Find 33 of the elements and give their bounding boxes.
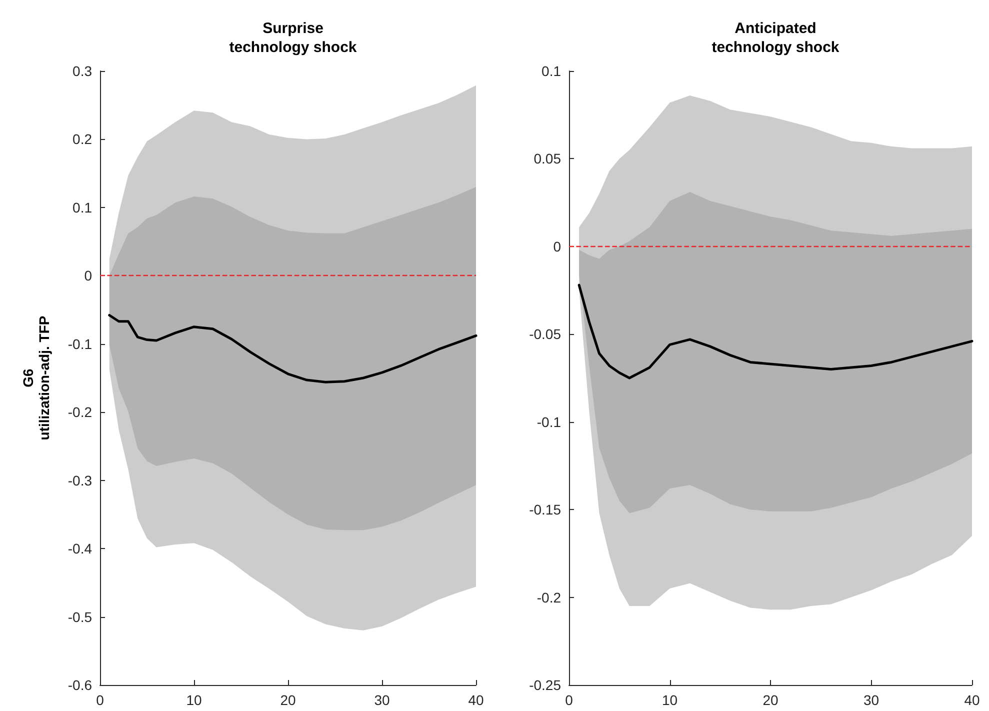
x-tick-label: 40 — [964, 692, 980, 708]
y-tick-label: 0.05 — [534, 150, 562, 167]
y-tick-label: 0 — [553, 238, 562, 254]
y-tick-label: -0.5 — [68, 608, 92, 625]
x-tick-label: 30 — [374, 692, 390, 708]
y-tick-label: 0.1 — [542, 63, 562, 79]
y-tick-label: -0.3 — [68, 472, 92, 488]
y-tick-label: -0.6 — [68, 677, 92, 693]
y-tick-label: -0.05 — [529, 326, 562, 342]
line-series — [108, 314, 478, 384]
y-tick-label: -0.2 — [68, 404, 92, 420]
y-tick-label: 0.3 — [72, 63, 92, 79]
y-tick-label: -0.2 — [536, 589, 562, 606]
y-tick-label: 0.1 — [72, 199, 92, 216]
y-tick-label: 0 — [84, 268, 92, 284]
x-tick-label: 10 — [186, 692, 202, 708]
y-tick-label: -0.1 — [536, 414, 562, 430]
x-tick-label: 40 — [468, 692, 484, 708]
y-axis-title: G6 utilization-adj. TFP — [20, 316, 52, 440]
x-tick-label: 0 — [565, 692, 574, 708]
x-tick-label: 20 — [762, 692, 778, 708]
line-series — [578, 284, 974, 380]
x-tick-label: 30 — [863, 692, 880, 708]
chart-title: Surprise technology shock — [229, 20, 358, 56]
x-tick-label: 10 — [662, 692, 678, 708]
x-tick-label: 0 — [96, 692, 104, 708]
y-tick-label: 0.2 — [72, 131, 92, 148]
chart-title: Anticipated technology shock — [712, 20, 840, 56]
y-tick-label: -0.4 — [68, 540, 92, 557]
y-tick-label: -0.1 — [68, 336, 92, 352]
y-tick-label: -0.25 — [529, 677, 562, 693]
y-tick-label: -0.15 — [529, 502, 562, 518]
x-tick-label: 20 — [280, 692, 296, 708]
